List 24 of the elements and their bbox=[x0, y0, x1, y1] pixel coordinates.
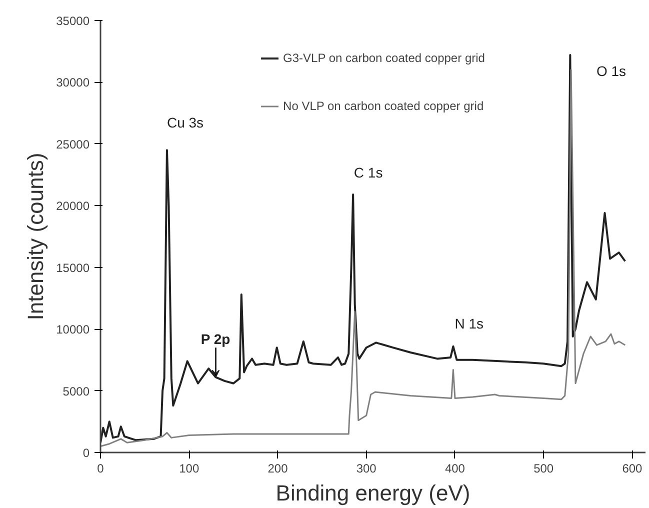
annotation: P 2p bbox=[200, 331, 230, 348]
y-tick-label: 10000 bbox=[56, 322, 90, 337]
y-tick-label: 25000 bbox=[56, 137, 90, 152]
annotation: C 1s bbox=[354, 164, 383, 180]
x-tick-label: 300 bbox=[356, 462, 377, 476]
x-tick-label: 0 bbox=[97, 462, 104, 476]
annotation: O 1s bbox=[596, 62, 626, 79]
x-tick-label: 200 bbox=[268, 462, 288, 476]
x-tick-label: 600 bbox=[622, 462, 643, 476]
y-axis-title: Intensity (counts) bbox=[23, 152, 48, 320]
x-axis-title: Binding energy (eV) bbox=[276, 480, 470, 506]
legend-label: G3-VLP on carbon coated copper grid bbox=[283, 51, 485, 65]
y-tick-label: 30000 bbox=[56, 76, 90, 90]
annotation: Cu 3s bbox=[166, 114, 204, 131]
y-tick-label: 5000 bbox=[62, 384, 90, 398]
annotation: N 1s bbox=[454, 316, 484, 332]
y-tick-label: 35000 bbox=[56, 14, 90, 28]
legend-label: No VLP on carbon coated copper grid bbox=[283, 99, 484, 113]
x-tick-label: 100 bbox=[179, 462, 200, 476]
y-tick-label: 20000 bbox=[56, 199, 90, 214]
x-tick-label: 500 bbox=[534, 462, 554, 476]
x-tick-label: 400 bbox=[444, 462, 466, 476]
y-tick-label: 0 bbox=[82, 446, 90, 460]
y-tick-label: 15000 bbox=[56, 260, 90, 275]
